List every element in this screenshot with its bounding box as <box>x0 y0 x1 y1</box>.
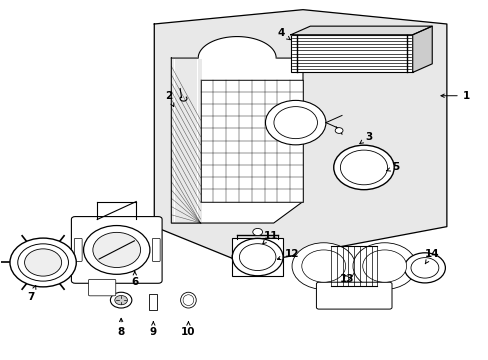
Circle shape <box>291 243 355 289</box>
Polygon shape <box>290 26 431 35</box>
Polygon shape <box>412 26 431 72</box>
Text: 2: 2 <box>165 91 174 107</box>
Text: 6: 6 <box>131 271 138 287</box>
Circle shape <box>232 238 283 276</box>
Circle shape <box>404 253 445 283</box>
Bar <box>232 238 283 276</box>
Ellipse shape <box>180 292 196 308</box>
Polygon shape <box>171 58 303 223</box>
Circle shape <box>252 228 262 235</box>
Bar <box>330 246 377 286</box>
Circle shape <box>333 145 393 190</box>
Circle shape <box>10 238 76 287</box>
Circle shape <box>93 232 141 267</box>
Circle shape <box>340 150 387 185</box>
Ellipse shape <box>183 295 193 306</box>
FancyBboxPatch shape <box>316 282 391 309</box>
FancyBboxPatch shape <box>152 238 160 261</box>
Text: 3: 3 <box>359 132 372 144</box>
Circle shape <box>239 244 275 270</box>
Circle shape <box>232 238 283 276</box>
Circle shape <box>301 250 345 282</box>
Circle shape <box>115 296 127 305</box>
FancyBboxPatch shape <box>71 217 162 283</box>
Circle shape <box>18 244 68 281</box>
Polygon shape <box>198 37 276 58</box>
Circle shape <box>410 258 438 278</box>
Text: 4: 4 <box>277 28 290 40</box>
Circle shape <box>24 249 61 276</box>
Circle shape <box>265 100 325 145</box>
Circle shape <box>352 243 415 289</box>
Text: 8: 8 <box>117 318 124 337</box>
Bar <box>290 35 412 72</box>
Circle shape <box>83 226 150 274</box>
Text: 1: 1 <box>440 91 469 101</box>
FancyBboxPatch shape <box>74 238 82 261</box>
Circle shape <box>362 250 406 282</box>
Bar <box>149 294 157 310</box>
Bar <box>232 242 283 272</box>
Text: 11: 11 <box>262 231 278 244</box>
Circle shape <box>110 292 132 308</box>
Text: 10: 10 <box>181 321 195 337</box>
Circle shape <box>273 107 317 139</box>
FancyBboxPatch shape <box>88 279 116 296</box>
Text: 12: 12 <box>277 248 299 260</box>
Circle shape <box>334 128 342 134</box>
Circle shape <box>238 243 276 271</box>
Text: 13: 13 <box>339 274 353 284</box>
Text: 7: 7 <box>27 286 36 302</box>
Text: 14: 14 <box>424 248 439 264</box>
Text: 5: 5 <box>386 162 399 172</box>
Text: 9: 9 <box>149 321 157 337</box>
Polygon shape <box>154 10 446 264</box>
Bar <box>200 80 303 202</box>
